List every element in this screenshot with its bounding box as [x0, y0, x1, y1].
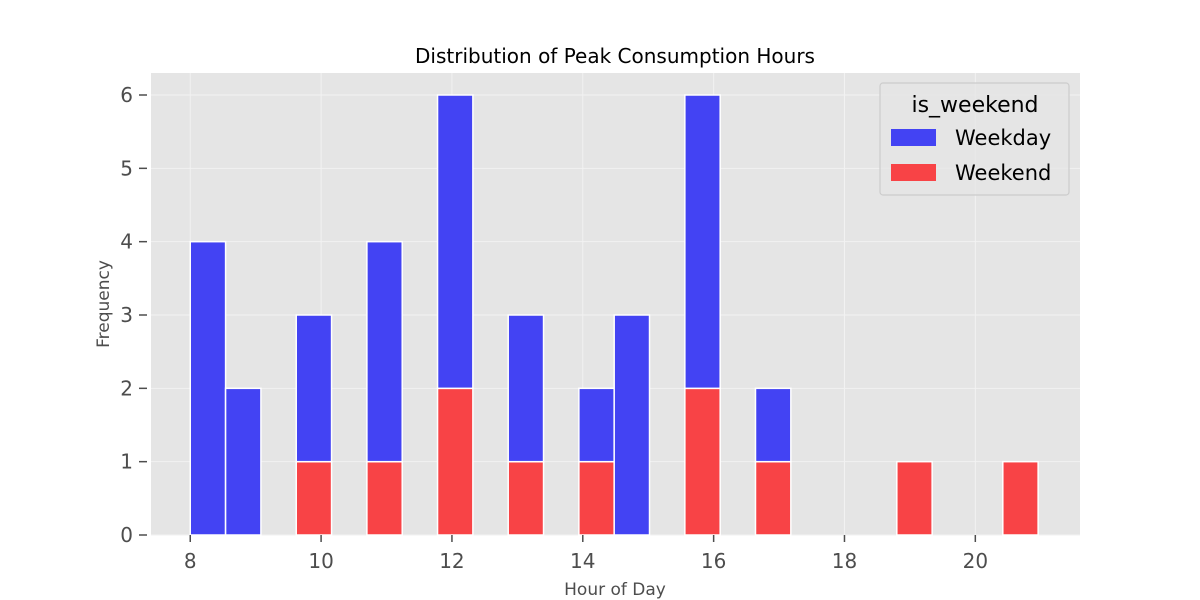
bar-weekend: [754, 460, 792, 536]
bar-weekday: [613, 314, 651, 536]
x-tick-label: 10: [308, 549, 333, 573]
bar-weekend: [436, 387, 474, 536]
x-tick-label: 16: [701, 549, 726, 573]
bar-weekend: [295, 460, 333, 536]
x-axis-label: Hour of Day: [564, 580, 666, 600]
bar-weekday: [436, 94, 474, 390]
y-axis-label: Frequency: [94, 260, 114, 348]
bar-weekend: [366, 460, 403, 536]
bar-weekday: [507, 314, 545, 463]
y-tick-label: 2: [120, 376, 133, 400]
bar-weekday: [189, 240, 227, 536]
x-tick-label: 8: [184, 549, 197, 573]
y-tick-label: 4: [120, 230, 133, 254]
legend-label-weekday: Weekday: [955, 126, 1051, 150]
legend-swatch-weekday: [891, 129, 936, 146]
x-tick-label: 14: [570, 549, 595, 573]
bar-weekend: [684, 387, 721, 536]
bar-weekend: [896, 460, 933, 536]
bar-weekday: [578, 387, 615, 463]
bar-weekend: [1002, 460, 1039, 536]
chart-title: Distribution of Peak Consumption Hours: [415, 44, 815, 68]
bars: [189, 94, 1039, 536]
x-tick-label: 20: [963, 549, 988, 573]
bar-weekday: [295, 314, 333, 463]
legend: is_weekend Weekday Weekend: [879, 82, 1070, 196]
legend-title: is_weekend: [911, 93, 1038, 118]
y-tick-label: 1: [120, 450, 133, 474]
legend-label-weekend: Weekend: [955, 161, 1051, 185]
bar-weekday: [224, 387, 262, 536]
y-tick-label: 5: [120, 156, 133, 180]
bar-weekend: [507, 460, 545, 536]
x-tick-label: 12: [439, 549, 464, 573]
y-tick-label: 6: [120, 83, 133, 107]
bar-weekday: [754, 387, 792, 463]
bar-weekend: [578, 460, 615, 536]
y-tick-label: 0: [120, 523, 133, 547]
bar-weekday: [366, 240, 403, 463]
bar-weekday: [684, 94, 721, 390]
legend-swatch-weekend: [891, 164, 936, 181]
x-tick-label: 18: [832, 549, 857, 573]
y-tick-label: 3: [120, 303, 133, 327]
